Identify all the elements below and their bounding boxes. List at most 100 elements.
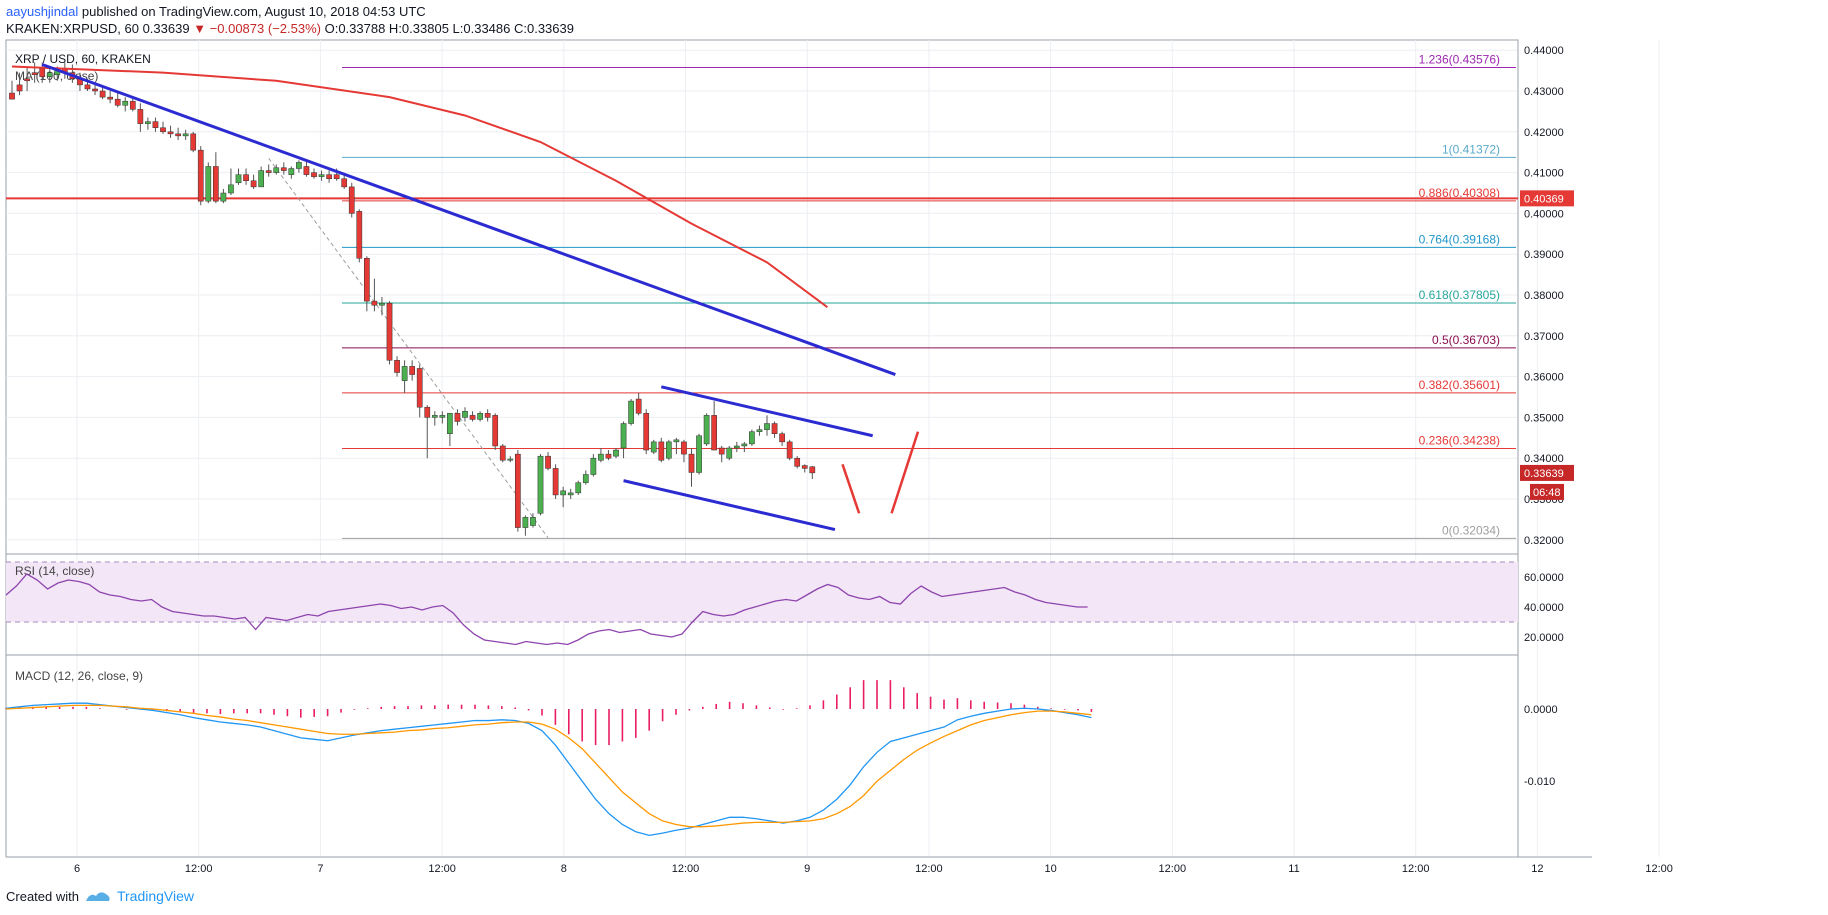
chart-area[interactable]: 6 12:00 7 12:00 8 12:00 9 12:00 10 12:00 11 12:00 12… [0, 0, 1828, 880]
candle-down [643, 413, 650, 451]
rsi-tick-label: 20.0000 [1524, 632, 1564, 644]
candle-up [235, 174, 242, 184]
candle-down [552, 468, 559, 496]
y-tick-label: 0.43000 [1524, 86, 1564, 98]
candle-down [718, 447, 725, 455]
candle-up [650, 441, 657, 453]
candle-up [477, 413, 483, 420]
candle-down [265, 170, 272, 173]
candle-down [809, 466, 816, 474]
candle-down [416, 368, 423, 408]
candle-down [771, 423, 778, 434]
candle-up [379, 302, 385, 306]
footer: Created with TradingView [6, 888, 194, 904]
x-tick-label: 12:00 [1402, 863, 1430, 875]
candle-down [688, 453, 695, 473]
candle-down [681, 441, 687, 455]
fib-label: 0(0.32034) [1442, 523, 1500, 537]
candle-down [175, 133, 181, 137]
y-tick-label: 0.40000 [1524, 208, 1564, 220]
macd-tick-label: 0.0000 [1524, 704, 1558, 716]
candle-up [703, 415, 710, 445]
candle-up [733, 445, 740, 449]
candle-down [394, 360, 400, 373]
y-tick-label: 0.32000 [1524, 535, 1564, 547]
candle-down [794, 457, 801, 467]
candle-down [348, 186, 355, 214]
candle-down [9, 92, 15, 100]
candle-down [499, 445, 506, 461]
macd-legend: MACD (12, 26, close, 9) [15, 669, 143, 683]
candle-up [620, 423, 627, 449]
fib-label: 0.618(0.37805) [1419, 288, 1500, 302]
candle-up [462, 411, 468, 418]
candle-up [296, 162, 302, 169]
price-axis: 0.44000 0.43000 0.42000 0.41000 0.40000 0.390… [6, 45, 1564, 547]
price-change: ▼ −0.00873 (−2.53%) [193, 21, 321, 36]
candle-down [129, 100, 136, 110]
y-tick-label: 0.35000 [1524, 412, 1564, 424]
candle-up [628, 400, 634, 424]
brand-link[interactable]: TradingView [116, 888, 195, 904]
candle-down [356, 211, 363, 259]
fib-label: 0.764(0.39168) [1419, 232, 1500, 246]
candle-up [447, 413, 453, 434]
candle-up [145, 121, 151, 124]
fib-label: 0.5(0.36703) [1432, 333, 1500, 347]
candle-down [107, 96, 114, 100]
candle-down [243, 174, 249, 182]
symbol-header: KRAKEN:XRPUSD, 60 0.33639 ▼ −0.00873 (−2… [6, 21, 574, 36]
candle-up [696, 435, 702, 473]
signal-line [5, 704, 1092, 828]
candle-down [341, 178, 348, 188]
rsi-tick-label: 40.0000 [1524, 602, 1564, 614]
fib-label: 1.236(0.43576) [1419, 52, 1500, 66]
symbol-text: KRAKEN:XRPUSD, 60 [6, 21, 139, 36]
candle-up [530, 517, 536, 526]
candle-down [801, 465, 808, 469]
candle-down [635, 398, 642, 414]
hline-price-tag [1520, 190, 1574, 207]
candle-up [567, 492, 574, 496]
candle-down [326, 174, 332, 179]
candle-down [84, 84, 91, 90]
candle-up [220, 192, 227, 202]
rsi-tick-label: 60.0000 [1524, 572, 1564, 584]
candle-up [273, 167, 280, 173]
candle-down [137, 109, 144, 124]
candle-down [454, 413, 461, 422]
x-tick-label: 12:00 [185, 863, 213, 875]
y-tick-label: 0.44000 [1524, 45, 1564, 57]
candle-down [190, 133, 197, 151]
fib-levels: 1.236(0.43576) 1(0.41372) 0.886(0.40308) 0.… [342, 52, 1516, 539]
candle-down [409, 366, 415, 375]
x-tick-label: 12:00 [672, 863, 700, 875]
candle-down [424, 406, 431, 418]
candle-up [46, 72, 53, 77]
candle-up [741, 443, 748, 447]
author-link[interactable]: aayushjindal [6, 4, 79, 19]
candle-up [205, 166, 212, 202]
candle-up [575, 482, 582, 494]
candle-down [779, 433, 785, 443]
x-tick-label: 10 [1044, 863, 1056, 875]
rsi-legend: RSI (14, close) [15, 564, 94, 578]
x-tick-label: 12:00 [1645, 863, 1673, 875]
created-with-text: Created with [6, 888, 79, 904]
candle-down [545, 455, 551, 469]
candle-up [598, 453, 604, 461]
trendline [660, 385, 874, 438]
candle-up [673, 439, 680, 443]
direction-arrow [890, 431, 920, 514]
candle-up [590, 457, 597, 475]
y-tick-label: 0.36000 [1524, 372, 1564, 384]
y-tick-label: 0.34000 [1524, 453, 1564, 465]
candle-up [522, 517, 529, 528]
y-tick-label: 0.37000 [1524, 331, 1564, 343]
fib-label: 0.886(0.40308) [1419, 186, 1500, 200]
candle-down [160, 127, 166, 133]
candle-down [250, 180, 257, 188]
x-tick-label: 12 [1531, 863, 1543, 875]
y-tick-label: 0.38000 [1524, 290, 1564, 302]
candle-down [24, 78, 30, 82]
